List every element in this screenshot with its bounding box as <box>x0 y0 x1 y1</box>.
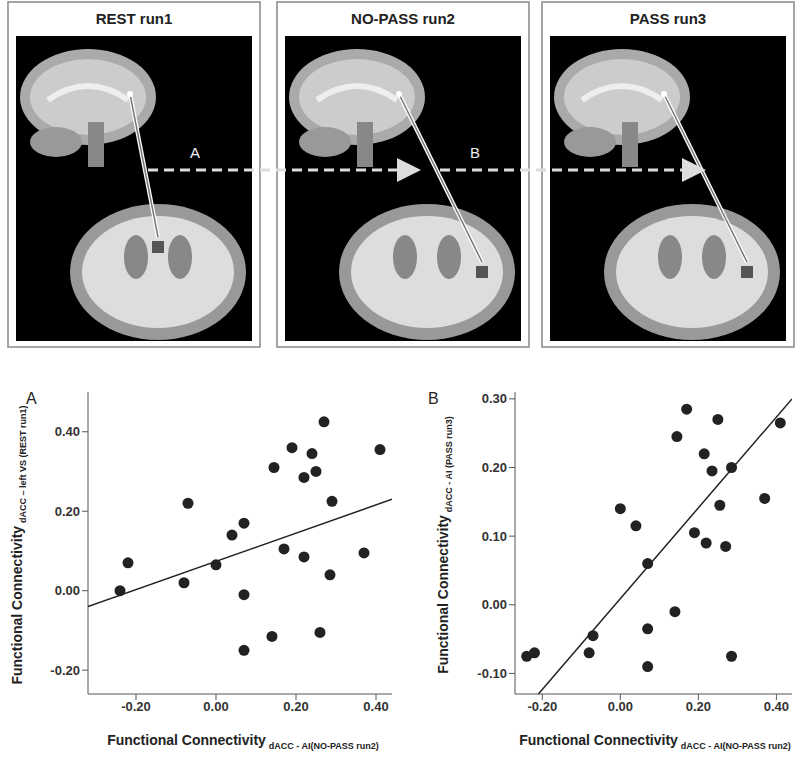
svg-text:0.20: 0.20 <box>283 699 308 714</box>
svg-text:0.40: 0.40 <box>363 699 388 714</box>
svg-text:-0.20: -0.20 <box>121 699 151 714</box>
svg-text:0.00: 0.00 <box>482 597 507 612</box>
svg-text:-0.10: -0.10 <box>477 666 507 681</box>
svg-text:Functional ConnectivitydACC -: Functional ConnectivitydACC - AI(NO-PASS… <box>519 732 791 751</box>
svg-text:0.00: 0.00 <box>55 583 80 598</box>
svg-text:B: B <box>470 144 480 161</box>
svg-text:Functional ConnectivitydACC –: Functional ConnectivitydACC – left VS (R… <box>9 405 28 684</box>
svg-text:Functional ConnectivitydACC -: Functional ConnectivitydACC - AI(NO-PASS… <box>107 732 379 751</box>
svg-text:0.20: 0.20 <box>55 504 80 519</box>
svg-text:0.20: 0.20 <box>482 460 507 475</box>
svg-text:PASS run3: PASS run3 <box>630 10 706 27</box>
svg-text:-0.20: -0.20 <box>527 699 557 714</box>
svg-text:0.00: 0.00 <box>608 699 633 714</box>
svg-text:0.00: 0.00 <box>203 699 228 714</box>
svg-text:REST run1: REST run1 <box>96 10 173 27</box>
svg-text:NO-PASS run2: NO-PASS run2 <box>351 10 455 27</box>
svg-text:0.30: 0.30 <box>482 391 507 406</box>
svg-text:0.40: 0.40 <box>55 424 80 439</box>
svg-text:0.20: 0.20 <box>686 699 711 714</box>
svg-text:-0.20: -0.20 <box>50 663 80 678</box>
svg-text:0.10: 0.10 <box>482 529 507 544</box>
svg-text:A: A <box>26 390 37 407</box>
svg-text:B: B <box>428 390 439 407</box>
svg-text:0.40: 0.40 <box>764 699 789 714</box>
svg-text:A: A <box>190 144 200 161</box>
svg-text:Functional ConnectivitydACC -: Functional ConnectivitydACC - AI (PASS r… <box>435 416 454 674</box>
